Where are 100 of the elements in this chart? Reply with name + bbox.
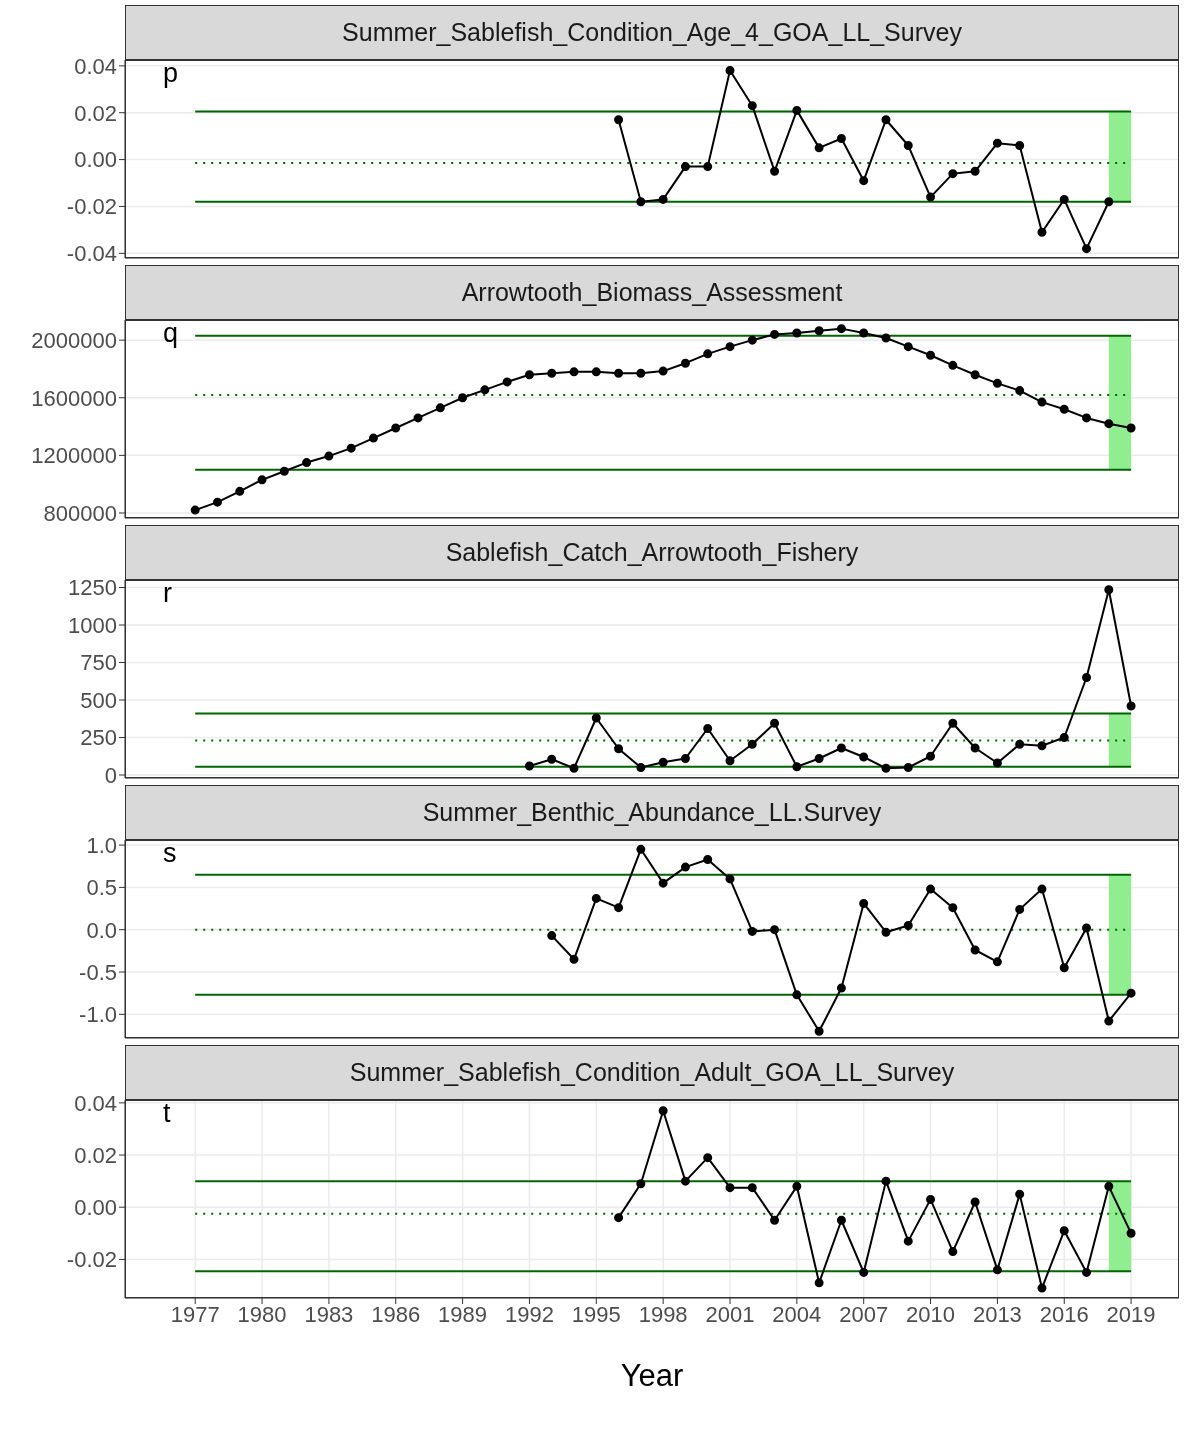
x-tick-label: 1986 xyxy=(371,1301,421,1327)
point xyxy=(903,141,913,151)
point xyxy=(836,134,846,143)
point xyxy=(1082,244,1092,254)
point xyxy=(1015,386,1025,396)
point xyxy=(680,862,690,872)
point xyxy=(1015,904,1025,914)
point xyxy=(770,718,780,728)
point xyxy=(747,335,757,345)
point xyxy=(614,903,624,913)
x-tick-label: 2019 xyxy=(1106,1301,1156,1327)
point xyxy=(1059,733,1069,742)
point xyxy=(1037,227,1047,237)
point xyxy=(903,920,913,930)
point xyxy=(926,1194,936,1204)
annotation: t xyxy=(163,1098,171,1129)
point xyxy=(1104,1016,1114,1026)
point xyxy=(658,194,668,204)
y-tick-label: 0.00 xyxy=(74,147,117,173)
point xyxy=(391,423,401,433)
y-tick-label: 0.02 xyxy=(74,100,117,126)
point xyxy=(970,743,980,753)
point xyxy=(814,143,824,153)
point xyxy=(480,385,490,395)
point xyxy=(614,368,624,378)
point xyxy=(703,162,713,172)
x-axis-title: Year xyxy=(619,1358,685,1394)
point xyxy=(1104,197,1114,207)
y-tick-label: -0.04 xyxy=(66,241,117,267)
point xyxy=(814,326,824,336)
point xyxy=(903,763,913,772)
point xyxy=(680,754,690,763)
y-tick-label: -0.5 xyxy=(79,959,117,985)
x-tick-label: 1995 xyxy=(571,1301,621,1327)
point xyxy=(747,926,757,936)
y-tick-label: 500 xyxy=(80,687,117,713)
point xyxy=(703,724,713,733)
point xyxy=(547,754,557,764)
point xyxy=(859,898,869,908)
point xyxy=(814,1278,824,1288)
point xyxy=(836,743,846,753)
point xyxy=(992,138,1002,148)
chart-title: Sablefish_Catch_Arrowtooth_Fishery xyxy=(445,538,859,566)
point xyxy=(703,349,713,359)
point xyxy=(1037,741,1047,751)
point xyxy=(814,754,824,763)
point xyxy=(636,1179,646,1189)
y-tick-label: 800000 xyxy=(43,500,117,526)
point xyxy=(970,166,980,176)
point xyxy=(569,367,579,377)
y-tick-label: 0.0 xyxy=(86,917,117,943)
point xyxy=(591,893,601,903)
x-tick-label: 2010 xyxy=(906,1301,956,1327)
point xyxy=(725,756,735,766)
point xyxy=(814,1026,824,1036)
point xyxy=(591,367,601,377)
point xyxy=(368,433,378,443)
point xyxy=(435,403,445,413)
x-tick-label: 1983 xyxy=(304,1301,354,1327)
point xyxy=(302,458,312,468)
y-tick-label: -0.02 xyxy=(66,1247,117,1273)
point xyxy=(547,368,557,378)
point xyxy=(792,762,802,772)
y-tick-label: 0.04 xyxy=(74,1090,117,1116)
y-tick-label: 2000000 xyxy=(31,327,117,353)
point xyxy=(680,358,690,368)
point xyxy=(903,1236,913,1246)
point xyxy=(926,350,936,360)
point xyxy=(235,486,245,496)
annotation: s xyxy=(163,838,177,869)
y-tick-label: 1000 xyxy=(68,612,117,638)
x-tick-label: 1998 xyxy=(638,1301,688,1327)
point xyxy=(1015,141,1025,151)
point xyxy=(279,466,289,476)
point xyxy=(859,1267,869,1277)
point xyxy=(658,878,668,888)
point xyxy=(926,884,936,894)
y-tick-label: 1.0 xyxy=(86,832,117,858)
point xyxy=(747,739,757,749)
point xyxy=(636,844,646,854)
y-tick-label: 0 xyxy=(104,762,117,788)
y-tick-label: 0.02 xyxy=(74,1142,117,1168)
annotation: r xyxy=(163,578,172,609)
x-tick-label: 2007 xyxy=(839,1301,889,1327)
point xyxy=(836,983,846,993)
point xyxy=(992,1265,1002,1275)
point xyxy=(1059,1226,1069,1236)
chart-title: Summer_Benthic_Abundance_LL.Survey xyxy=(422,798,882,826)
point xyxy=(658,366,668,376)
point xyxy=(658,1106,668,1116)
point xyxy=(725,874,735,884)
y-tick-label: -0.02 xyxy=(66,194,117,220)
point xyxy=(1037,1283,1047,1293)
point xyxy=(836,1215,846,1225)
point xyxy=(970,945,980,955)
y-tick-label: 1200000 xyxy=(31,443,117,469)
point xyxy=(926,192,936,202)
y-tick-label: 1250 xyxy=(68,575,117,601)
point xyxy=(792,105,802,115)
point xyxy=(725,342,735,352)
